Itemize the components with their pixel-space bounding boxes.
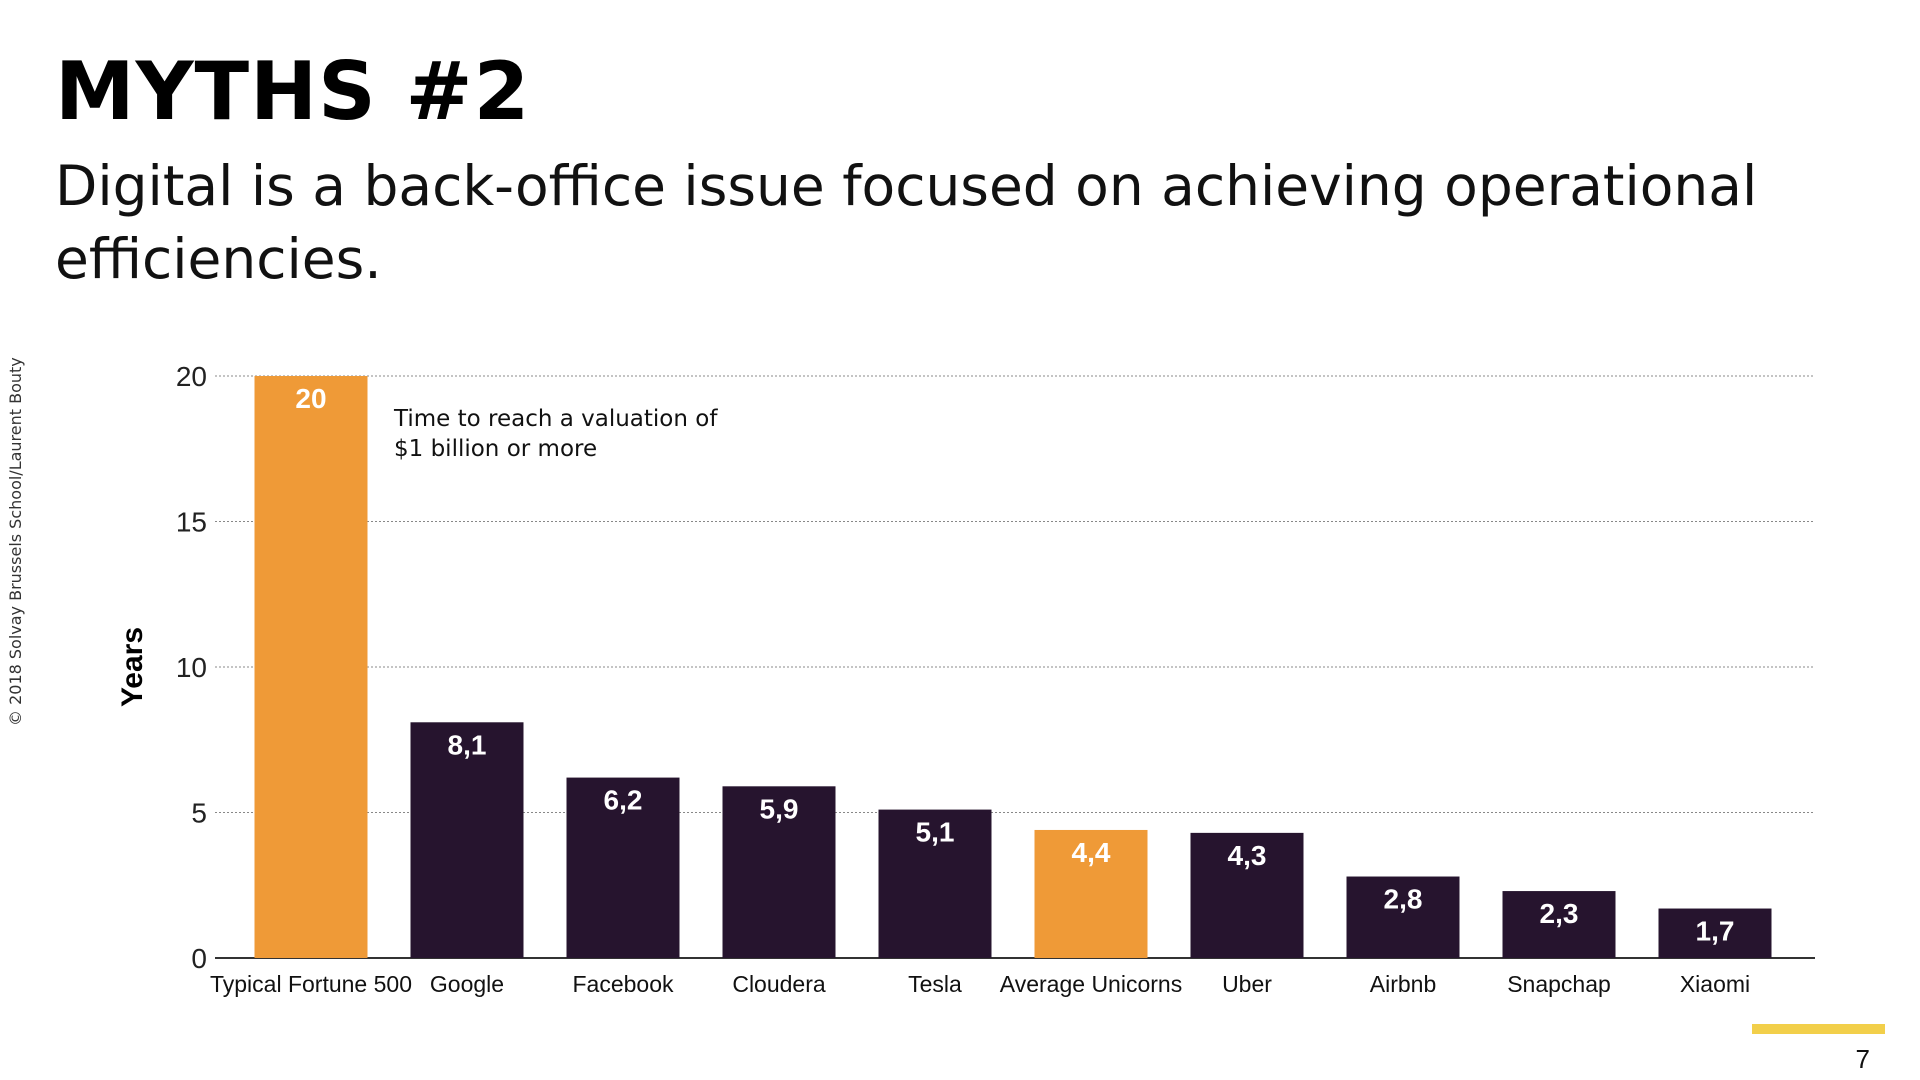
bar <box>878 809 992 958</box>
bar <box>410 722 524 958</box>
bar-data-label: 2,8 <box>1384 884 1423 915</box>
y-tick-label: 5 <box>191 798 207 829</box>
bar-data-label: 1,7 <box>1696 916 1735 947</box>
y-tick-label: 15 <box>176 507 207 538</box>
bar-data-label: 5,1 <box>916 817 955 848</box>
bar <box>566 777 680 958</box>
x-tick-label: Airbnb <box>1370 971 1436 997</box>
y-axis-title: Years <box>116 627 149 707</box>
bar <box>722 786 836 958</box>
bar-data-label: 4,4 <box>1072 837 1111 868</box>
bar-data-label: 6,2 <box>604 785 643 816</box>
slide-subtitle: Digital is a back-office issue focused o… <box>55 154 1758 291</box>
bar <box>1502 891 1616 958</box>
bar-data-label: 20 <box>295 383 326 414</box>
x-tick-label: Cloudera <box>732 971 826 997</box>
bar <box>254 376 368 958</box>
slide-title: MYTHS #2 <box>55 45 531 138</box>
x-tick-label: Snapchap <box>1507 971 1611 997</box>
chart-annotation: $1 billion or more <box>394 436 597 462</box>
x-tick-label: Google <box>430 971 504 997</box>
page-number: 7 <box>1855 1044 1870 1074</box>
bar-data-label: 2,3 <box>1540 898 1579 929</box>
x-tick-label: Typical Fortune 500 <box>210 971 412 997</box>
page-accent-bar <box>1752 1024 1885 1034</box>
bar-data-label: 4,3 <box>1228 840 1267 871</box>
x-tick-label: Average Unicorns <box>1000 971 1182 997</box>
bar <box>1346 876 1460 958</box>
x-tick-label: Uber <box>1222 971 1272 997</box>
bar-data-label: 8,1 <box>448 729 487 760</box>
bar-data-label: 5,9 <box>760 793 799 824</box>
x-tick-label: Facebook <box>572 971 674 997</box>
bar <box>1190 832 1304 958</box>
y-tick-label: 0 <box>191 943 207 974</box>
y-tick-label: 10 <box>176 652 207 683</box>
x-tick-label: Tesla <box>908 971 962 997</box>
x-tick-label: Xiaomi <box>1680 971 1750 997</box>
chart-annotation: Time to reach a valuation of <box>393 406 718 432</box>
bar <box>1034 829 1148 958</box>
y-tick-label: 20 <box>176 361 207 392</box>
bar <box>1658 908 1772 958</box>
